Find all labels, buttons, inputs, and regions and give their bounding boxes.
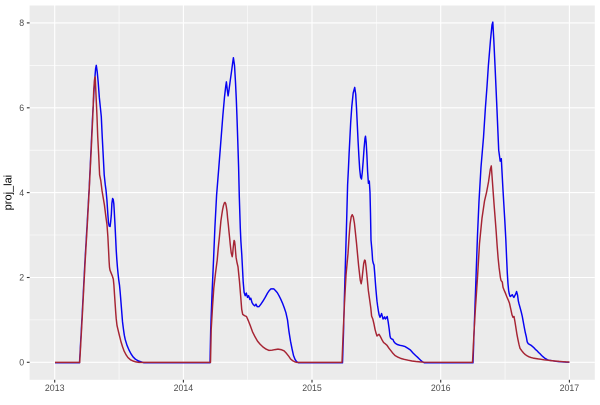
svg-text:2013: 2013 [45, 383, 65, 393]
svg-text:2016: 2016 [431, 383, 451, 393]
svg-text:8: 8 [19, 18, 24, 28]
svg-text:2: 2 [19, 273, 24, 283]
svg-text:6: 6 [19, 103, 24, 113]
svg-text:2017: 2017 [560, 383, 580, 393]
svg-text:proj_lai: proj_lai [3, 175, 15, 210]
svg-text:4: 4 [19, 188, 24, 198]
svg-text:2014: 2014 [174, 383, 194, 393]
svg-text:2015: 2015 [302, 383, 322, 393]
svg-text:0: 0 [19, 358, 24, 368]
